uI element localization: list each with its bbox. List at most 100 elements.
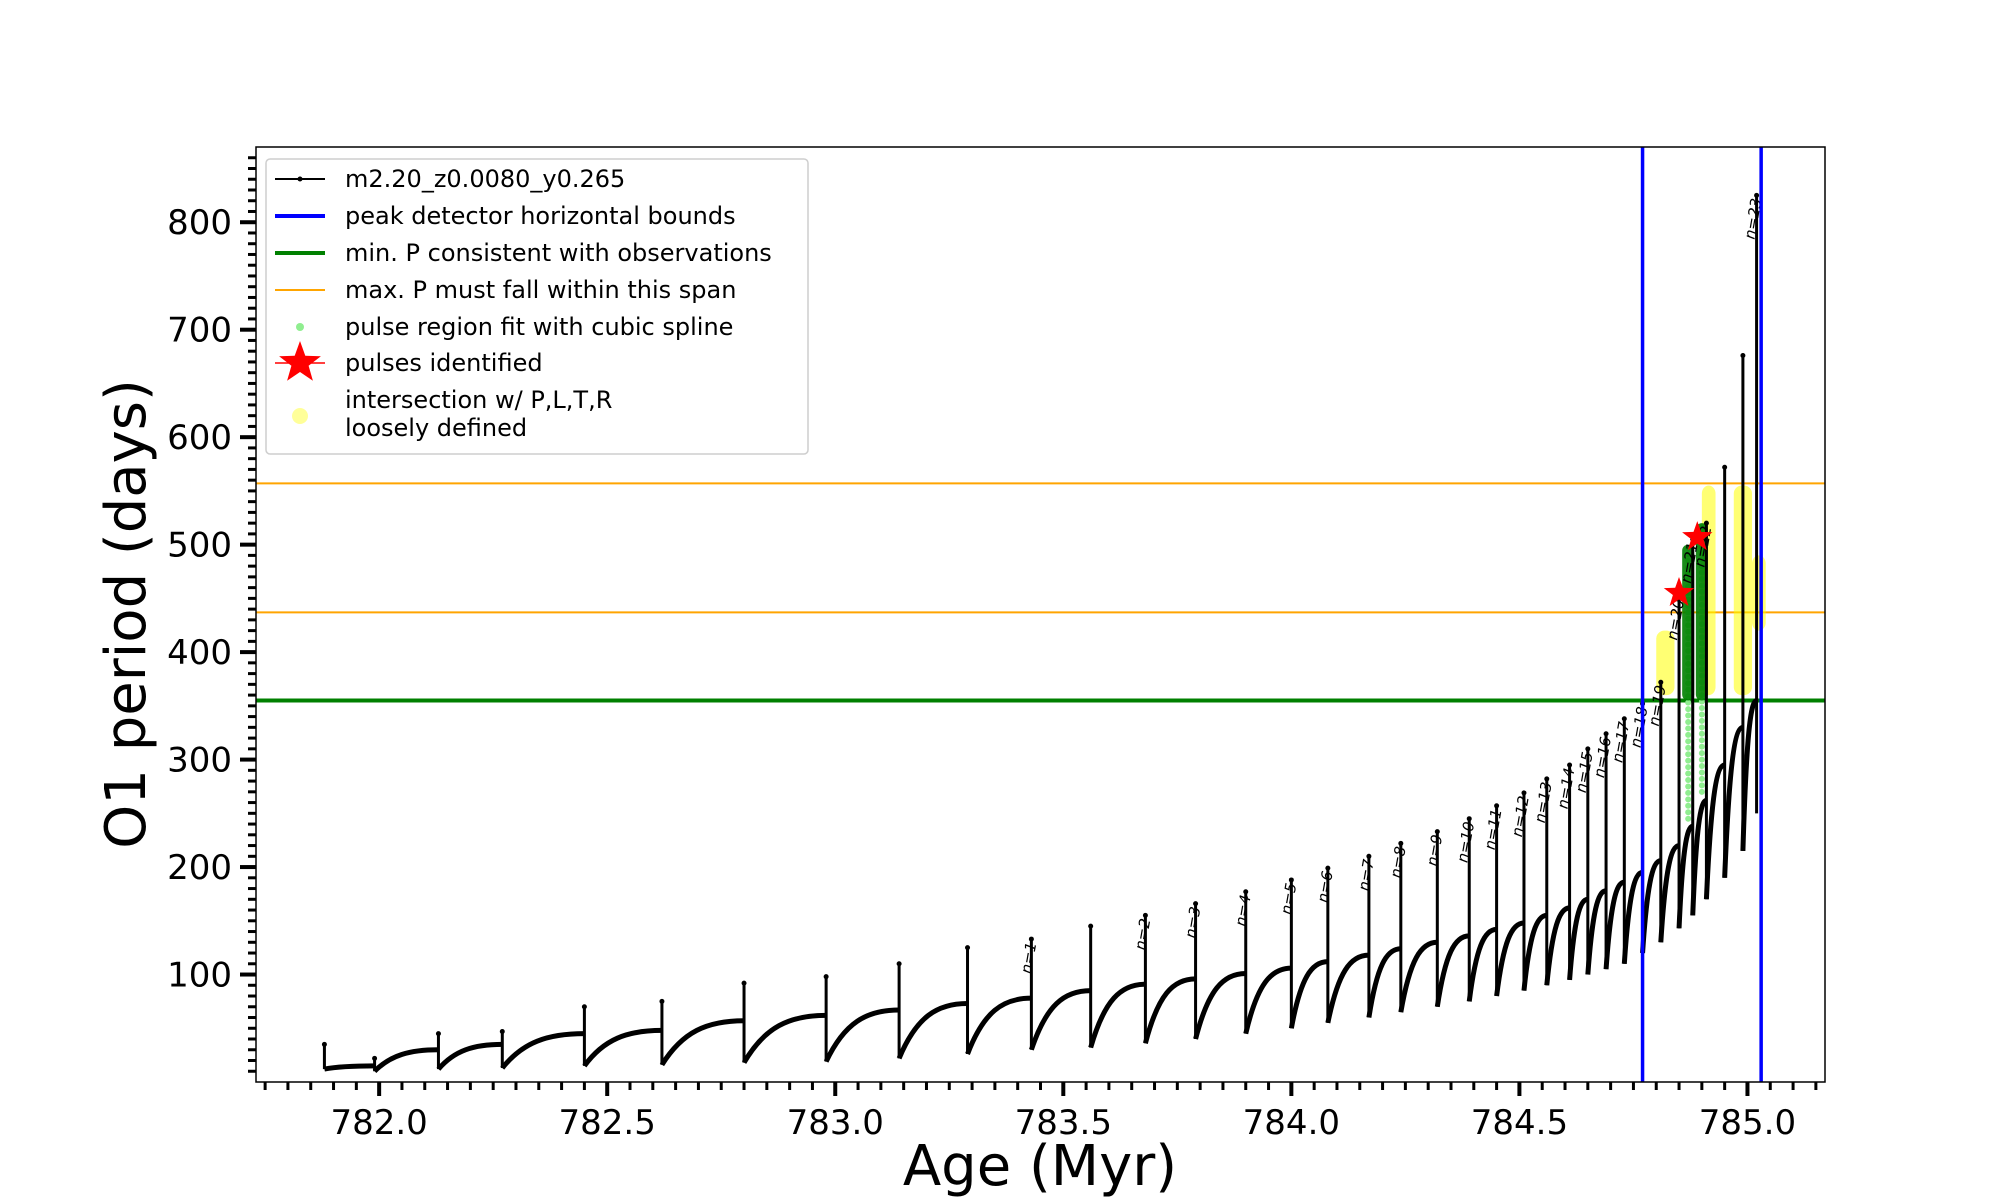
series-peak-point-12	[1088, 923, 1094, 929]
spline-fit-point-1	[1698, 775, 1705, 782]
spline-fit-point-1	[1698, 737, 1705, 744]
x-tick-label-3: 783.5	[1015, 1103, 1112, 1143]
spline-fit-point-0	[1685, 744, 1692, 751]
series-segment-26	[1585, 888, 1607, 975]
series-peak-point-21	[1466, 816, 1472, 822]
series-segment-1	[323, 1063, 375, 1072]
x-tick-label-6: 785.0	[1699, 1103, 1796, 1143]
spline-fit-point-0	[1685, 796, 1692, 803]
spline-fit-point-0	[1685, 738, 1692, 745]
series-segment-22	[1494, 920, 1525, 997]
series-segment-6	[659, 1018, 745, 1067]
spline-fit-point-1	[1698, 743, 1705, 750]
legend-label-3: max. P must fall within this span	[345, 276, 736, 304]
series-segment-13	[1142, 976, 1196, 1044]
spline-fit-point-0	[1685, 706, 1692, 713]
spline-fit-point-1	[1698, 782, 1705, 789]
series-segment-28	[1621, 869, 1644, 964]
spline-fit-bar-1	[1695, 523, 1708, 701]
series-segment-7	[741, 1012, 827, 1064]
pulse-label-18: n=7	[1355, 857, 1378, 892]
spline-fit-point-1	[1698, 724, 1705, 731]
spline-fit-point-0	[1685, 809, 1692, 816]
pulse-label-19: n=8	[1387, 845, 1410, 879]
series-peak-point-22	[1494, 803, 1500, 809]
series-peak-point-35	[1740, 352, 1746, 358]
y-tick-label-4: 500	[167, 526, 232, 566]
series-peak-point-9	[896, 961, 902, 967]
legend-handle-6	[292, 408, 308, 424]
spline-fit-point-0	[1685, 777, 1692, 784]
y-tick-label-6: 700	[167, 311, 232, 351]
legend-box	[265, 158, 809, 455]
spline-fit-point-1	[1698, 717, 1705, 724]
series-segment-23	[1521, 912, 1548, 991]
series-segment-21	[1466, 926, 1497, 1002]
legend-label-5: pulses identified	[345, 349, 543, 377]
series-peak-point-19	[1398, 840, 1404, 846]
series-peak-point-36	[1754, 192, 1760, 198]
legend-handle-4	[296, 323, 304, 331]
series-peak-point-17	[1325, 865, 1331, 871]
spline-fit-point-0	[1685, 757, 1692, 764]
legend-label-6-line2: loosely defined	[345, 414, 527, 442]
pulse-identified-star-0	[1663, 577, 1695, 606]
series-peak-point-33	[1703, 520, 1709, 526]
series-segment-30	[1658, 843, 1680, 943]
legend-label-4: pulse region fit with cubic spline	[345, 313, 733, 341]
series-segment-20	[1434, 933, 1470, 1008]
series-segment-31	[1676, 823, 1694, 929]
series-peak-point-5	[581, 1004, 587, 1010]
legend-label-1: peak detector horizontal bounds	[345, 202, 736, 230]
series-peak-point-6	[659, 998, 665, 1004]
spline-fit-point-0	[1685, 764, 1692, 771]
series-segment-18	[1366, 946, 1402, 1018]
series-segment-4	[500, 1031, 585, 1070]
series-peak-point-16	[1288, 877, 1294, 883]
legend-label-6: intersection w/ P,L,T,R	[345, 386, 612, 414]
series-segment-12	[1088, 981, 1146, 1049]
series-segment-34	[1722, 724, 1744, 878]
y-tick-label-5: 600	[167, 418, 232, 458]
series-peak-point-27	[1603, 731, 1609, 737]
x-tick-label-4: 784.0	[1243, 1103, 1340, 1143]
legend-label-0: m2.20_z0.0080_y0.265	[345, 165, 625, 193]
pulse-label-14: n=3	[1181, 905, 1204, 939]
series-segment-10	[965, 995, 1032, 1055]
series-peak-point-18	[1366, 853, 1372, 859]
spline-fit-point-0	[1685, 783, 1692, 790]
spline-fit-point-1	[1698, 730, 1705, 737]
pulse-label-11: n=1	[1017, 941, 1040, 975]
series-peak-point-34	[1722, 464, 1728, 470]
spline-fit-point-1	[1698, 763, 1705, 770]
series-segment-14	[1193, 970, 1246, 1040]
legend-handle-dot-0	[297, 176, 303, 182]
series-segment-32	[1690, 797, 1708, 916]
y-tick-label-7: 800	[167, 203, 232, 243]
spline-fit-point-0	[1685, 731, 1692, 738]
spline-fit-point-0	[1685, 712, 1692, 719]
series-peak-point-14	[1193, 901, 1199, 907]
series-segment-33	[1703, 762, 1726, 900]
series-peak-point-25	[1567, 762, 1573, 768]
spline-fit-point-0	[1685, 815, 1692, 822]
intersection-region-0	[1656, 630, 1675, 696]
series-segment-15	[1243, 965, 1292, 1035]
intersection-region-3	[1752, 555, 1766, 631]
series-peak-point-1	[321, 1041, 327, 1047]
y-tick-label-0: 100	[167, 956, 232, 996]
series-peak-point-8	[823, 974, 829, 980]
series-peak-point-10	[965, 945, 971, 951]
y-tick-label-2: 300	[167, 741, 232, 781]
y-axis-label: O1 period (days)	[94, 379, 159, 849]
x-axis-label: Age (Myr)	[903, 1134, 1177, 1199]
series-segment-19	[1398, 939, 1438, 1013]
y-tick-label-3: 400	[167, 633, 232, 673]
series-segment-27	[1603, 879, 1625, 970]
series-peak-point-26	[1585, 746, 1591, 752]
series-peak-point-11	[1028, 936, 1034, 942]
series-segment-35	[1740, 697, 1758, 852]
series-peak-point-30	[1658, 679, 1664, 685]
legend-handle-5	[279, 341, 321, 381]
